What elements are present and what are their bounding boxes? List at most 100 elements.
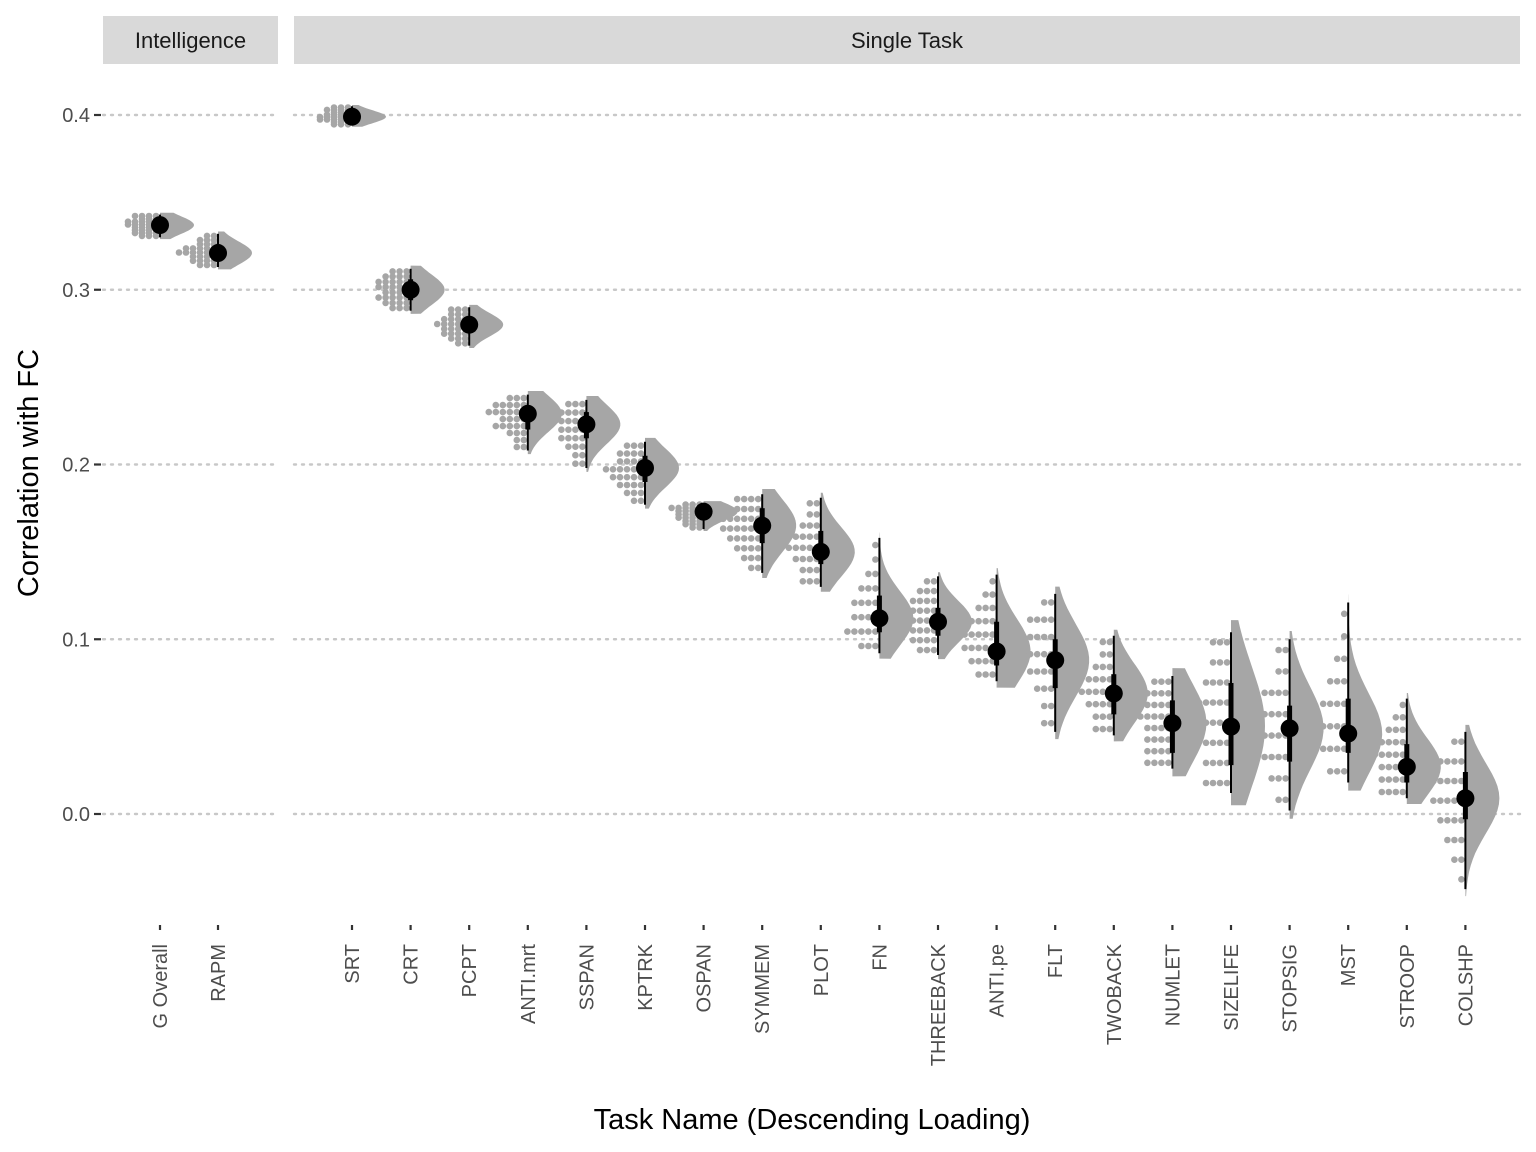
dot (865, 570, 872, 578)
dot (616, 481, 624, 489)
dot (1144, 713, 1151, 720)
median-point (929, 612, 947, 631)
dot (799, 533, 807, 540)
dot (1144, 736, 1151, 743)
dot (754, 495, 762, 503)
dot (747, 535, 755, 542)
dot (1340, 610, 1348, 618)
dot (1399, 701, 1407, 709)
dot (851, 599, 858, 607)
median-point (577, 415, 596, 434)
x-tick-label: SSPAN (576, 944, 598, 1010)
dot (1040, 668, 1048, 675)
dot (982, 604, 989, 612)
dot (447, 325, 455, 333)
dot (513, 401, 521, 409)
x-tick-label: FN (869, 944, 891, 971)
dot (1378, 776, 1386, 783)
dot (396, 289, 403, 296)
dot (747, 505, 755, 513)
dot (513, 408, 521, 416)
dot (1451, 758, 1458, 765)
median-point (401, 280, 420, 299)
dot (1158, 701, 1165, 709)
dot (1099, 663, 1107, 671)
dot (1223, 779, 1231, 787)
dot (930, 597, 938, 605)
density (469, 304, 504, 348)
task-STROOP (1371, 692, 1441, 804)
dot (499, 422, 507, 430)
dot (1144, 724, 1151, 732)
dot (323, 111, 331, 118)
dot (858, 599, 865, 607)
dot (923, 607, 931, 614)
median-point (1280, 719, 1299, 738)
x-tick-label: G Overall (150, 944, 172, 1028)
dot (1392, 776, 1400, 783)
dot (1268, 732, 1275, 739)
dot (637, 497, 645, 505)
dot (492, 422, 500, 430)
dot (637, 489, 645, 497)
dot (1399, 738, 1407, 746)
dot (579, 451, 586, 459)
x-tick-label: SIZELIFE (1221, 944, 1243, 1031)
task-SYMMEM (719, 489, 797, 579)
x-tick-label: MST (1338, 944, 1360, 986)
dot (675, 504, 682, 512)
facet-strip-0 (103, 16, 278, 64)
dot (1144, 701, 1151, 709)
dot (396, 304, 403, 312)
dot (506, 408, 514, 416)
dot (1165, 678, 1172, 685)
dot (726, 505, 734, 513)
density (879, 532, 914, 659)
dot (189, 245, 197, 252)
dot (740, 554, 748, 562)
dot (1151, 736, 1158, 743)
dot (1458, 876, 1465, 883)
dot (1047, 702, 1055, 710)
dot (1165, 759, 1172, 767)
dot (454, 311, 462, 318)
dot (1275, 753, 1282, 761)
dot (1326, 700, 1334, 708)
dot (1275, 646, 1282, 654)
dot (1319, 723, 1327, 730)
dot (858, 585, 865, 592)
dot (1137, 713, 1144, 720)
dot (382, 294, 389, 301)
dot (916, 587, 924, 595)
dot (565, 417, 572, 425)
dot (982, 657, 989, 665)
y-axis-title: Correlation with FC (13, 349, 45, 597)
dot (872, 541, 879, 549)
dot (1040, 719, 1048, 727)
dot (520, 436, 528, 444)
dot (1451, 797, 1458, 804)
density (1055, 586, 1090, 740)
dot (1385, 776, 1393, 783)
dot (1392, 726, 1400, 734)
x-tick-label: PLOT (811, 944, 833, 996)
dot (719, 525, 727, 532)
dot (623, 450, 631, 457)
task-OSPAN (668, 501, 738, 531)
dot (1444, 777, 1451, 785)
dot (799, 544, 807, 552)
dot (1151, 759, 1158, 767)
dot (506, 394, 514, 402)
dot (982, 671, 989, 678)
dot (447, 306, 455, 313)
dot (740, 515, 748, 523)
dot (740, 495, 748, 503)
dot (1158, 690, 1165, 697)
dot (1209, 739, 1217, 747)
dot (844, 628, 851, 635)
dot (454, 306, 462, 313)
dot (1399, 714, 1407, 721)
dot (1092, 700, 1100, 708)
dot (389, 273, 396, 280)
dot (865, 599, 872, 607)
